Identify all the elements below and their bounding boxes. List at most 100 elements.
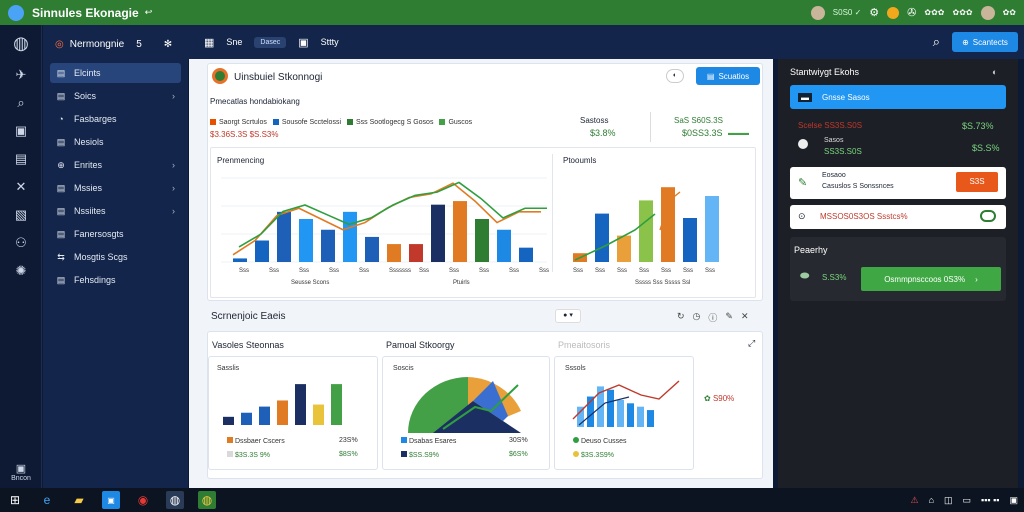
tools-icon[interactable]: ✕ (15, 179, 27, 194)
clock-icon[interactable]: ◷ (692, 311, 701, 321)
rpanel-card-3: ⊙ MSSOS0S3OS Ssstcs% (790, 205, 1006, 229)
sidebar-item-icon: ▤ (56, 67, 66, 78)
folder-icon[interactable]: ▰ (74, 493, 84, 507)
x-tick-label: Sssssss (389, 268, 411, 274)
legend-label: Sss Sootlogecg S Gosos (356, 118, 434, 126)
overview-action-button[interactable]: ▤ Scuatios (696, 67, 760, 85)
volume-icon[interactable]: ◫ (944, 494, 953, 505)
topbar-text-1[interactable]: Sne (226, 37, 243, 47)
sidebar-settings-icon[interactable]: ✻ (163, 38, 173, 50)
top-action-button[interactable]: ⊕ Scantects (952, 32, 1018, 52)
x-tick-label: Sss (617, 268, 627, 274)
profile-avatar[interactable] (980, 5, 995, 20)
stat2-badge: ▬▬▬ (728, 130, 749, 137)
calendar-icon[interactable]: ▣ (14, 123, 28, 138)
edit-icon[interactable]: ✎ (725, 311, 733, 321)
link-icon: ⊙ (798, 211, 806, 221)
bar (577, 406, 584, 427)
sidebar-item[interactable]: ▤ Nesiols (50, 132, 181, 152)
section-dropdown[interactable]: ● ▾ (555, 309, 581, 323)
sidebar-item[interactable]: ▤ Fanersosgts (50, 224, 181, 244)
bar (637, 406, 644, 427)
rail-bottom[interactable]: ▣ Bncon (11, 463, 31, 482)
store-icon[interactable]: ▣ (102, 491, 120, 509)
expand-icon[interactable]: ⤢ (748, 338, 756, 348)
chrome-icon[interactable]: ◉ (137, 493, 149, 507)
grid-icon[interactable]: ▦ (204, 36, 215, 49)
coin-icon[interactable] (887, 6, 900, 19)
sidebar-item[interactable]: ▤ Mssies › (50, 178, 181, 198)
rpanel-primary-button[interactable]: ▬ Gnsse Sasos (790, 85, 1006, 109)
info-icon[interactable]: ⓘ (708, 313, 718, 323)
topbar-text-2[interactable]: Sttty (320, 37, 339, 47)
windows-start-icon[interactable]: ⊞ (9, 493, 21, 507)
section-card: Vasoles Steonnas Pamoal Stkoorgy Pmeaito… (207, 331, 763, 479)
trend-line-2 (578, 396, 630, 426)
mini1-sub: Sasslis (217, 365, 240, 372)
sidebar-item-icon: ▤ (56, 136, 66, 147)
active-app-icon[interactable]: ◍ (198, 491, 216, 509)
sidebar-item[interactable]: ⇆ Mosgtis Scgs (50, 247, 181, 267)
toggle-switch[interactable] (980, 210, 996, 222)
rpanel-card2-button[interactable]: S3S (956, 172, 998, 192)
plus-icon: ⊕ (962, 37, 969, 47)
sidebar-item[interactable]: ▤ Soics › (50, 86, 181, 106)
sidebar-item[interactable]: ▤ Elcints (50, 63, 181, 83)
sidebar-item-icon: ⊕ (57, 159, 65, 170)
menu-text-1[interactable]: ✿✿✿ (924, 8, 945, 17)
notification-center-icon[interactable]: ▣ (1009, 494, 1018, 505)
x-tick-label: Sss (419, 268, 429, 274)
rpanel-card-2: ✎ Eosaoo Casuslos S Sonssnces S3S (790, 167, 1006, 199)
bar (647, 410, 654, 427)
leaf-icon: ✿ (704, 394, 711, 403)
clock-text[interactable]: ▪▪▪ ▪▪ (981, 494, 1000, 505)
close-icon[interactable]: ✕ (740, 311, 749, 321)
sidebar-item[interactable]: ▤ Nssiites › (50, 201, 181, 221)
bar (431, 204, 445, 262)
x-tick-label: Sss (299, 268, 309, 274)
sidebar-item[interactable]: ⊕ Enrites › (50, 155, 181, 175)
notification-icon[interactable]: ⚙ (869, 7, 880, 19)
gear-icon[interactable]: ✇ (907, 7, 917, 19)
menu-text-3[interactable]: ✿✿ (1002, 8, 1016, 17)
back-arrow-icon[interactable]: ↩ (144, 7, 153, 17)
bar (331, 384, 342, 425)
sidebar-item-label: Mosgtis Scgs (74, 252, 128, 262)
battery-icon[interactable]: ▭ (962, 494, 972, 505)
mini-donut-chart (408, 377, 521, 433)
overview-card: Uinsbuiel Stkonnogi ◐ ▤ Scuatios Pmecatla… (207, 63, 763, 301)
refresh-icon[interactable]: ↻ (677, 311, 685, 321)
sidebar: ◎ Nermongnie 5 ✻ ▤ Elcints ▤ Soics › ◔ Fasbarg… (43, 25, 188, 488)
edge-icon[interactable]: e (43, 493, 51, 507)
rpanel-pin-icon[interactable]: ◐ (992, 67, 998, 77)
rocket-icon[interactable]: ✈ (15, 67, 27, 82)
topbar-pill[interactable]: Dasec (254, 36, 287, 48)
alert-icon[interactable]: ⚠ (910, 494, 919, 505)
menu-text-2[interactable]: ✿✿✿ (952, 8, 973, 17)
bar (683, 218, 697, 262)
bar (627, 403, 634, 427)
sidebar-item[interactable]: ◔ Fasbarges (50, 109, 181, 129)
people-icon[interactable]: ⚇ (15, 235, 27, 250)
mini-card-3: Sssols Deuso Cusses $3S.3S9% (554, 356, 694, 470)
x-tick-label: Sss (479, 268, 489, 274)
chevron-right-icon: › (172, 91, 175, 101)
sidebar-header: ◎ Nermongnie 5 ✻ (43, 25, 188, 63)
sidebar-item[interactable]: ▤ Fehsdings (50, 270, 181, 290)
network-icon[interactable]: ⌂ (928, 494, 934, 505)
search-icon[interactable]: ⌕ (932, 34, 940, 49)
dashboard-icon[interactable]: ◍ (13, 32, 29, 53)
toggle-icon[interactable]: ◐ (666, 69, 684, 83)
analytics-icon[interactable]: ▧ (14, 207, 28, 222)
bar (241, 412, 252, 425)
bar (519, 247, 533, 262)
window-icon[interactable]: ▣ (298, 36, 309, 49)
app-icon[interactable]: ◍ (166, 491, 184, 509)
rpanel-green-button[interactable]: Osmmpnsccoos 0S3% › (861, 267, 1001, 291)
user-avatar[interactable] (810, 5, 825, 20)
sidebar-item-icon: ▤ (56, 90, 66, 101)
search-icon[interactable]: ⌕ (17, 95, 25, 110)
document-icon[interactable]: ▤ (14, 151, 28, 166)
legend-label: Sousofe Scctelossi (281, 118, 342, 126)
settings-icon[interactable]: ✺ (15, 263, 27, 278)
